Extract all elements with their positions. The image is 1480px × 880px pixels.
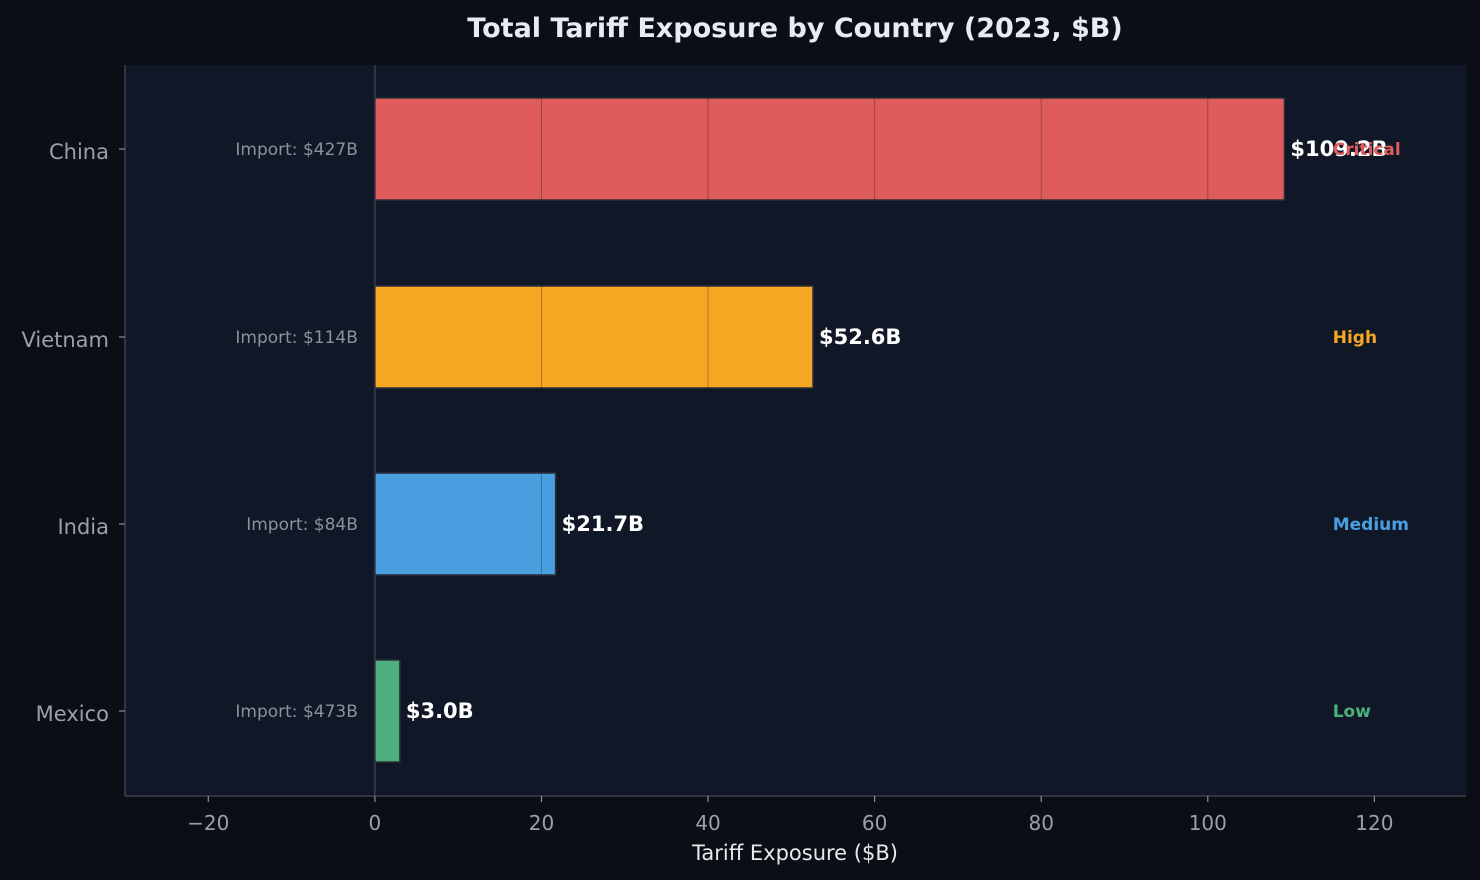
x-tick-label: 120 xyxy=(1355,811,1393,835)
x-tick-label: 60 xyxy=(862,811,887,835)
x-tick-label: −20 xyxy=(187,811,229,835)
bar-india xyxy=(374,472,557,576)
x-tick-label: 80 xyxy=(1028,811,1053,835)
risk-label-china: Critical xyxy=(1333,140,1401,160)
risk-label-mexico: Low xyxy=(1333,702,1372,722)
x-tick-label: 40 xyxy=(695,811,720,835)
import-label-india: Import: $84B xyxy=(246,515,358,535)
bar-mexico xyxy=(374,659,401,763)
import-label-china: Import: $427B xyxy=(235,140,357,160)
category-label-china: China xyxy=(49,140,109,164)
x-tick-label: 100 xyxy=(1189,811,1227,835)
bar-vietnam xyxy=(374,285,814,389)
import-label-mexico: Import: $473B xyxy=(235,702,357,722)
category-label-vietnam: Vietnam xyxy=(21,328,109,352)
risk-label-vietnam: High xyxy=(1333,328,1377,348)
chart-title: Total Tariff Exposure by Country (2023, … xyxy=(467,13,1122,44)
value-label-india: $21.7B xyxy=(562,512,644,536)
import-label-vietnam: Import: $114B xyxy=(235,328,357,348)
category-label-mexico: Mexico xyxy=(36,702,109,726)
x-tick-label: 0 xyxy=(369,811,382,835)
bar-china xyxy=(374,97,1286,201)
x-axis-label: Tariff Exposure ($B) xyxy=(691,841,898,865)
value-label-china: $109.2B xyxy=(1290,137,1387,161)
x-tick-label: 20 xyxy=(529,811,554,835)
value-label-mexico: $3.0B xyxy=(406,699,474,723)
category-label-india: India xyxy=(57,515,109,539)
risk-label-india: Medium xyxy=(1333,515,1409,535)
value-label-vietnam: $52.6B xyxy=(819,325,901,349)
